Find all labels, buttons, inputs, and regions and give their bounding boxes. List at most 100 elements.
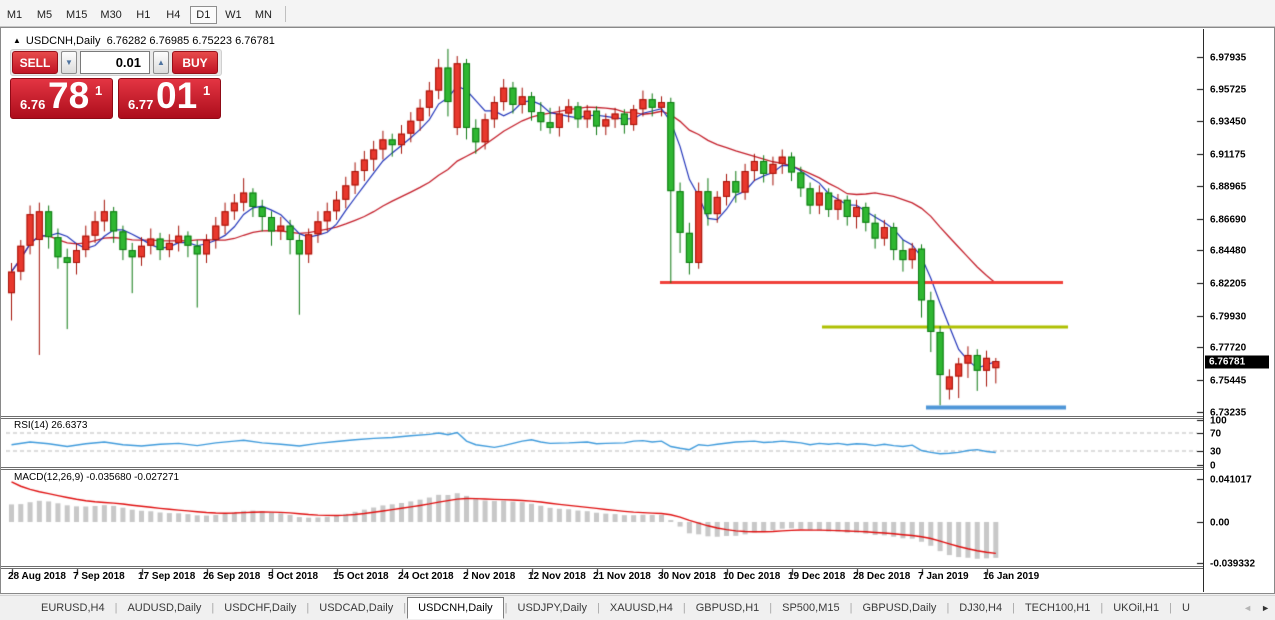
price-axis-label: 6.91175 [1210, 149, 1246, 161]
rsi-axis-label: 30 [1210, 446, 1222, 458]
timeframe-button-m30[interactable]: M30 [100, 9, 122, 21]
macd-axis-label: 0.00 [1210, 517, 1230, 529]
buy-price-panel[interactable]: 6.77 01 1 [118, 75, 221, 119]
price-axis-label: 6.93450 [1210, 116, 1247, 128]
trade-prices-row: 6.76 78 1 6.77 01 1 [10, 75, 222, 119]
sell-price-prefix: 6.76 [20, 97, 46, 112]
chart-tab-usdcad-daily[interactable]: USDCAD,Daily [319, 602, 394, 614]
current-price-tag: 6.76781 [1205, 355, 1269, 369]
date-axis-label: 21 Nov 2018 [593, 571, 651, 582]
date-axis-label: 19 Dec 2018 [788, 571, 846, 582]
buy-price-digits: 01 [156, 75, 198, 116]
tab-separator: | [306, 602, 310, 614]
rsi-indicator-label: RSI(14) 26.6373 [14, 420, 88, 431]
date-axis-label: 5 Oct 2018 [268, 571, 319, 582]
chart-tab-xauusd-h4[interactable]: XAUUSD,H4 [609, 602, 673, 614]
timeframe-button-d1[interactable]: D1 [189, 6, 217, 24]
rsi-axis-label: 0 [1210, 460, 1216, 471]
chart-tab-usdjpy-daily[interactable]: USDJPY,Daily [517, 602, 588, 614]
price-axis-label: 6.77720 [1210, 342, 1247, 354]
tab-scroll-controls: ◄ ► [1243, 603, 1270, 613]
volume-input[interactable] [80, 51, 150, 74]
sell-price-panel[interactable]: 6.76 78 1 [10, 75, 113, 119]
chart-tab-eurusd-h4[interactable]: EURUSD,H4 [41, 602, 105, 614]
trade-controls-row: SELL ▼ ▲ BUY [10, 49, 222, 76]
timeframe-button-m5[interactable]: M5 [36, 9, 53, 21]
volume-increase-button[interactable]: ▲ [153, 51, 169, 74]
sell-button[interactable]: SELL [12, 51, 58, 74]
tab-separator: | [1012, 602, 1015, 614]
timeframe-button-m15[interactable]: M15 [66, 9, 88, 21]
toolbar-separator [284, 5, 286, 22]
tab-separator: | [114, 602, 118, 614]
tab-separator: | [597, 602, 600, 614]
price-axis-label: 6.75445 [1210, 375, 1247, 387]
tab-separator: | [403, 602, 407, 614]
date-axis-label: 12 Nov 2018 [528, 571, 586, 582]
tab-separator: | [769, 602, 773, 614]
date-axis-label: 7 Sep 2018 [73, 571, 125, 582]
price-axis-label: 6.79930 [1210, 311, 1247, 323]
macd-axis-label: -0.039332 [1210, 558, 1256, 570]
chart-tab-ukoil-h1[interactable]: UKOil,H1 [1113, 602, 1160, 614]
pane-splitter-macd-dates [1, 566, 1274, 569]
chart-tab-sp500-m15[interactable]: SP500,M15 [782, 602, 840, 614]
timeframe-toolbar: M1 M5 M15 M30 H1 H4 D1 W1 MN [0, 0, 1275, 27]
price-axis-label: 6.82205 [1210, 278, 1247, 290]
chart-title: ▲ USDCNH,Daily 6.76282 6.76985 6.75223 6.… [13, 35, 275, 47]
timeframe-button-h1[interactable]: H1 [136, 9, 151, 21]
chart-tab-gbpusd-h1[interactable]: GBPUSD,H1 [695, 602, 760, 614]
chart-tab-gbpusd-daily[interactable]: GBPUSD,Daily [862, 602, 937, 614]
date-axis-label: 2 Nov 2018 [463, 571, 516, 582]
date-axis-label: 26 Sep 2018 [203, 571, 261, 582]
tab-scroll-right-icon[interactable]: ► [1261, 603, 1270, 613]
chart-tab-usdcnh-daily[interactable]: USDCNH,Daily [407, 597, 504, 619]
tab-separator: | [504, 602, 508, 614]
chart-tab-audusd-daily[interactable]: AUDUSD,Daily [127, 602, 202, 614]
buy-price-prefix: 6.77 [128, 97, 154, 112]
chart-tab-bar: EURUSD,H4 | AUDUSD,Daily | USDCHF,Daily | USDC… [0, 595, 1275, 620]
buy-button[interactable]: BUY [172, 51, 218, 74]
tab-separator: | [211, 602, 215, 614]
price-axis-label: 6.73235 [1210, 407, 1247, 419]
chart-tab-u[interactable]: U [1181, 602, 1190, 614]
timeframe-button-mn[interactable]: MN [254, 9, 272, 21]
tab-separator: | [1100, 602, 1104, 614]
macd-axis-label: 0.041017 [1210, 474, 1252, 486]
rsi-axis-label: 100 [1210, 415, 1227, 426]
macd-indicator-label: MACD(12,26,9) -0.035680 -0.027271 [14, 472, 180, 483]
sell-price-digits: 78 [48, 75, 90, 116]
price-axis-label: 6.88965 [1210, 181, 1247, 193]
date-axis-label: 30 Nov 2018 [658, 571, 716, 582]
price-axis-label: 6.86690 [1210, 214, 1247, 226]
timeframe-button-h4[interactable]: H4 [166, 9, 181, 21]
price-axis-label: 6.95725 [1210, 84, 1247, 96]
date-axis-label: 28 Aug 2018 [8, 571, 66, 582]
price-axis-label: 6.97935 [1210, 52, 1247, 64]
tab-separator: | [1169, 602, 1172, 614]
tab-scroll-left-icon[interactable]: ◄ [1243, 603, 1253, 613]
tab-separator: | [946, 602, 950, 614]
volume-decrease-button[interactable]: ▼ [61, 51, 77, 74]
date-axis-label: 10 Dec 2018 [723, 571, 781, 582]
sell-price-pipette: 1 [95, 83, 103, 98]
chart-tab-dj30-h4[interactable]: DJ30,H4 [959, 602, 1003, 614]
timeframe-button-m1[interactable]: M1 [6, 9, 23, 21]
chart-symbol-label: USDCNH,Daily [25, 35, 101, 47]
price-chart-canvas[interactable] [6, 29, 1203, 592]
date-axis-label: 17 Sep 2018 [138, 571, 196, 582]
date-axis-label: 24 Oct 2018 [398, 571, 454, 582]
pane-splitter-rsi-macd[interactable] [1, 467, 1274, 470]
pane-splitter-main-rsi[interactable] [1, 416, 1274, 419]
price-axis[interactable]: 6.97935 6.95725 6.93450 6.91175 6.88965 6.866… [1203, 29, 1274, 592]
chart-tab-tech100-h1[interactable]: TECH100,H1 [1024, 602, 1091, 614]
date-axis-label: 16 Jan 2019 [983, 571, 1040, 582]
date-axis-label: 7 Jan 2019 [918, 571, 969, 582]
price-axis-label: 6.84480 [1210, 245, 1247, 257]
chart-tab-usdchf-daily[interactable]: USDCHF,Daily [224, 602, 297, 614]
collapse-triangle-icon[interactable]: ▲ [13, 36, 21, 45]
one-click-trade-panel: SELL ▼ ▲ BUY 6.76 78 1 6.77 01 1 [10, 49, 222, 119]
timeframe-button-w1[interactable]: W1 [225, 9, 242, 21]
chart-window: ▲ USDCNH,Daily 6.76282 6.76985 6.75223 6.… [0, 27, 1275, 594]
